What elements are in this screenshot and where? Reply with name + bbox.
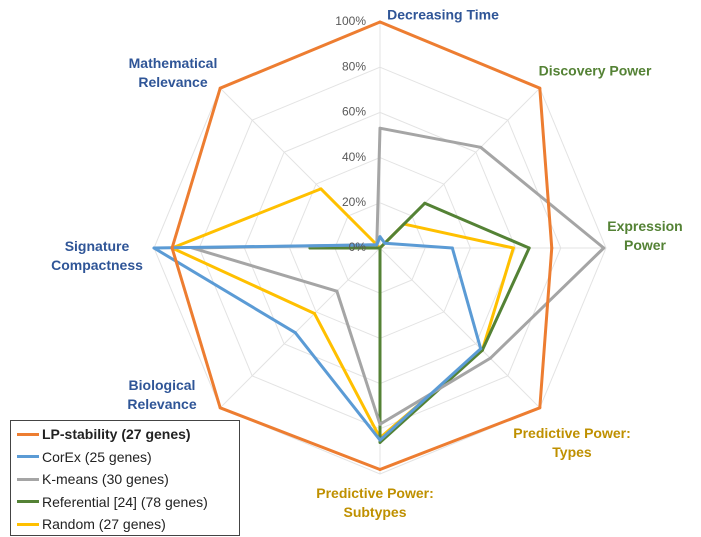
data-point [335,289,339,293]
legend-entry: LP-stability (27 genes) [17,423,191,445]
data-point [378,126,382,130]
series [170,20,554,471]
data-point [383,241,387,245]
data-point [378,235,382,239]
legend-entry: CorEx (25 genes) [17,446,152,468]
legend-swatch [17,500,39,503]
data-point [479,145,483,149]
axis-label: Discovery Power [538,62,652,79]
legend-swatch [17,522,39,526]
tick-label: 60% [342,105,366,119]
legend-swatch [17,455,39,458]
data-point [218,406,222,410]
legend-label: LP-stability (27 genes) [42,426,191,442]
axis-label: Predictive Power: Types [513,425,631,460]
data-point [293,331,297,335]
legend: LP-stability (27 genes) CorEx (25 genes) K… [10,420,240,536]
data-point [375,243,379,247]
legend-swatch [17,432,39,436]
legend-entry: Referential [24] (78 genes) [17,491,208,513]
data-point [152,246,156,250]
legend-label: CorEx (25 genes) [42,448,152,465]
data-point [602,246,606,250]
legend-entry: Random (27 genes) [17,513,166,535]
data-point [538,86,542,90]
axis-label: Signature Compactness [51,238,143,273]
data-point [378,467,382,471]
legend-label: K-means (30 genes) [42,471,169,487]
series-line [308,201,531,444]
data-point [378,246,382,250]
data-point [423,201,427,205]
axis-label: Mathematical Relevance [128,55,218,90]
tick-label: 0% [349,240,367,254]
spoke [379,247,541,409]
axis-label: Decreasing Time [387,6,499,23]
tick-label: 100% [335,14,366,28]
data-point [170,246,174,250]
spoke [219,247,381,409]
tick-label: 40% [342,150,366,164]
legend-swatch [17,477,39,481]
data-point [312,312,316,316]
axis-label: Expression Power [607,218,683,253]
data-point [479,347,483,351]
data-point [511,246,515,250]
data-point [488,356,492,360]
data-point [218,86,222,90]
axis-label: Predictive Power: Subtypes [316,485,434,520]
tick-label: 80% [342,59,366,73]
axis-label: Biological Relevance [127,377,197,412]
tick-label: 20% [342,195,366,209]
data-point [538,406,542,410]
data-point [550,246,554,250]
data-point [319,187,323,191]
data-point [450,246,454,250]
series [152,235,483,442]
legend-entry: K-means (30 genes) [17,468,169,490]
data-point [378,422,382,426]
data-point [378,438,382,442]
legend-label: Referential [24] (78 genes) [42,493,208,510]
data-point [378,440,382,444]
data-point [527,246,531,250]
legend-label: Random (27 genes) [42,516,166,532]
data-point [378,20,382,24]
